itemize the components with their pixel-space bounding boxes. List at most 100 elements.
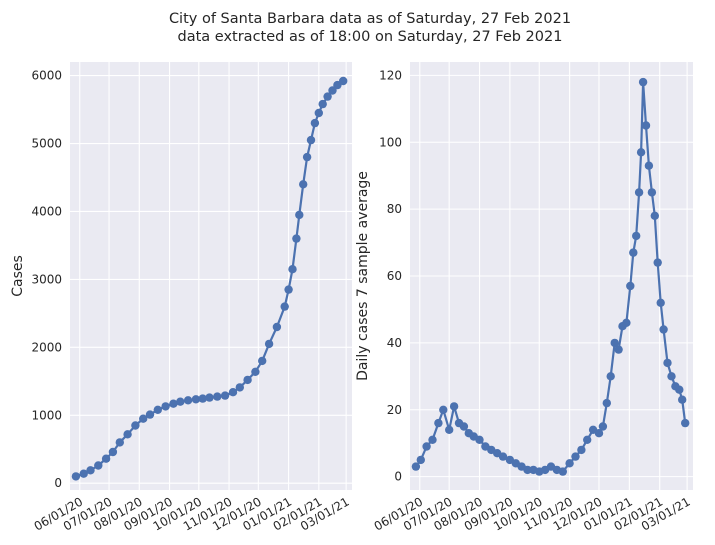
cases-data-point — [213, 392, 222, 401]
daily-avg-data-point — [638, 77, 648, 87]
cases-data-point — [169, 399, 178, 408]
daily-avg-ytick-label: 120 — [379, 68, 402, 82]
cases-data-point — [176, 397, 185, 406]
daily-avg-data-point — [422, 442, 431, 451]
cases-ytick-label: 1000 — [31, 408, 62, 422]
daily-avg-data-point — [653, 258, 662, 267]
daily-avg-data-point — [614, 345, 623, 354]
cases-y-axis-label: Cases — [10, 255, 26, 297]
daily-avg-data-point — [634, 188, 644, 197]
daily-avg-data-point — [416, 455, 425, 465]
daily-avg-data-point — [659, 325, 668, 334]
cases-data-point — [198, 394, 207, 403]
cases-data-point — [318, 99, 327, 109]
cases-data-point — [299, 180, 308, 189]
daily-avg-data-point — [647, 188, 657, 197]
daily-avg-data-point — [459, 422, 469, 431]
daily-avg-data-point — [606, 372, 615, 381]
daily-avg-data-point — [449, 402, 459, 411]
cases-data-point — [79, 469, 88, 478]
cases-data-point — [228, 388, 238, 397]
cases-data-point — [161, 402, 170, 411]
cases-ytick-label: 5000 — [31, 137, 62, 151]
daily-avg-data-point — [678, 395, 687, 404]
daily-avg-ytick-label: 40 — [387, 336, 402, 350]
daily-avg-data-point — [632, 231, 641, 241]
figure-title-line1: City of Santa Barbara data as of Saturda… — [169, 11, 571, 27]
figure-title-line2: data extracted as of 18:00 on Saturday, … — [178, 29, 563, 45]
cases-data-point — [205, 393, 214, 402]
daily-avg-data-point — [636, 148, 646, 157]
cases-data-point — [86, 466, 95, 475]
daily-avg-data-point — [602, 398, 611, 408]
daily-avg-data-point — [523, 465, 532, 475]
daily-avg-data-point — [644, 161, 654, 170]
daily-avg-data-point — [667, 372, 676, 381]
cases-data-point — [280, 302, 289, 311]
daily-avg-y-axis-label: Daily cases 7 sample average — [355, 171, 371, 381]
daily-avg-data-point — [629, 248, 638, 257]
cases-data-point — [328, 86, 337, 95]
cases-data-point — [272, 322, 282, 332]
daily-avg-data-point — [475, 435, 484, 444]
daily-avg-data-point — [610, 338, 619, 348]
cases-data-point — [101, 454, 111, 463]
cases-data-point — [264, 339, 274, 349]
daily-avg-data-point — [498, 452, 508, 461]
daily-avg-data-point — [663, 358, 672, 368]
daily-avg-data-point — [571, 452, 580, 461]
cases-data-point — [235, 383, 244, 392]
cases-ytick-label: 4000 — [31, 204, 62, 218]
cases-data-point — [333, 80, 342, 90]
daily-avg-data-point — [650, 211, 659, 220]
cases-data-point — [123, 430, 132, 439]
cases-data-point — [131, 421, 140, 430]
daily-avg-data-point — [626, 281, 635, 291]
daily-avg-data-point — [411, 462, 421, 471]
cases-data-point — [243, 375, 252, 385]
daily-avg-data-point — [439, 405, 448, 414]
cases-data-point — [284, 285, 293, 294]
cases-chart: 010002000300040005000600006/01/2007/01/2… — [10, 62, 352, 534]
cases-data-point — [323, 92, 332, 101]
daily-avg-data-point — [594, 429, 604, 438]
cases-data-point — [292, 234, 301, 243]
daily-avg-data-point — [445, 425, 454, 434]
daily-avg-data-point — [434, 418, 443, 428]
cases-ytick-label: 3000 — [31, 272, 62, 286]
daily-avg-ytick-label: 100 — [379, 135, 402, 149]
daily-avg-data-point — [681, 418, 690, 428]
cases-data-point — [108, 447, 118, 457]
cases-data-point — [306, 135, 316, 145]
daily-avg-ytick-label: 60 — [387, 269, 402, 283]
daily-avg-data-point — [622, 318, 631, 327]
cases-data-point — [302, 152, 312, 162]
cases-data-point — [139, 414, 148, 423]
cases-data-point — [183, 396, 193, 405]
daily-avg-data-point — [641, 121, 651, 130]
cases-data-point — [288, 265, 297, 274]
daily-avg-data-point — [428, 435, 437, 444]
cases-data-point — [258, 356, 267, 366]
cases-ytick-label: 0 — [54, 476, 62, 490]
cases-data-point — [71, 472, 81, 481]
cases-data-point — [94, 461, 103, 470]
cases-data-point — [314, 108, 323, 118]
cases-data-point — [339, 76, 348, 86]
daily-avg-data-point — [675, 385, 684, 394]
cases-ytick-label: 6000 — [31, 69, 62, 83]
cases-data-point — [310, 118, 320, 128]
daily-average-chart: 02040608010012006/01/2007/01/2008/01/200… — [355, 62, 693, 534]
daily-avg-ytick-label: 80 — [387, 202, 402, 216]
cases-ytick-label: 2000 — [31, 340, 62, 354]
daily-avg-data-point — [558, 467, 567, 476]
cases-data-point — [220, 391, 230, 400]
cases-plot-area — [70, 62, 352, 490]
cases-data-point — [251, 367, 260, 376]
daily-avg-data-point — [656, 298, 665, 307]
cases-data-point — [115, 438, 125, 447]
daily-avg-ytick-label: 20 — [387, 403, 402, 417]
daily-avg-ytick-label: 0 — [394, 470, 402, 484]
daily-avg-data-point — [577, 445, 586, 455]
